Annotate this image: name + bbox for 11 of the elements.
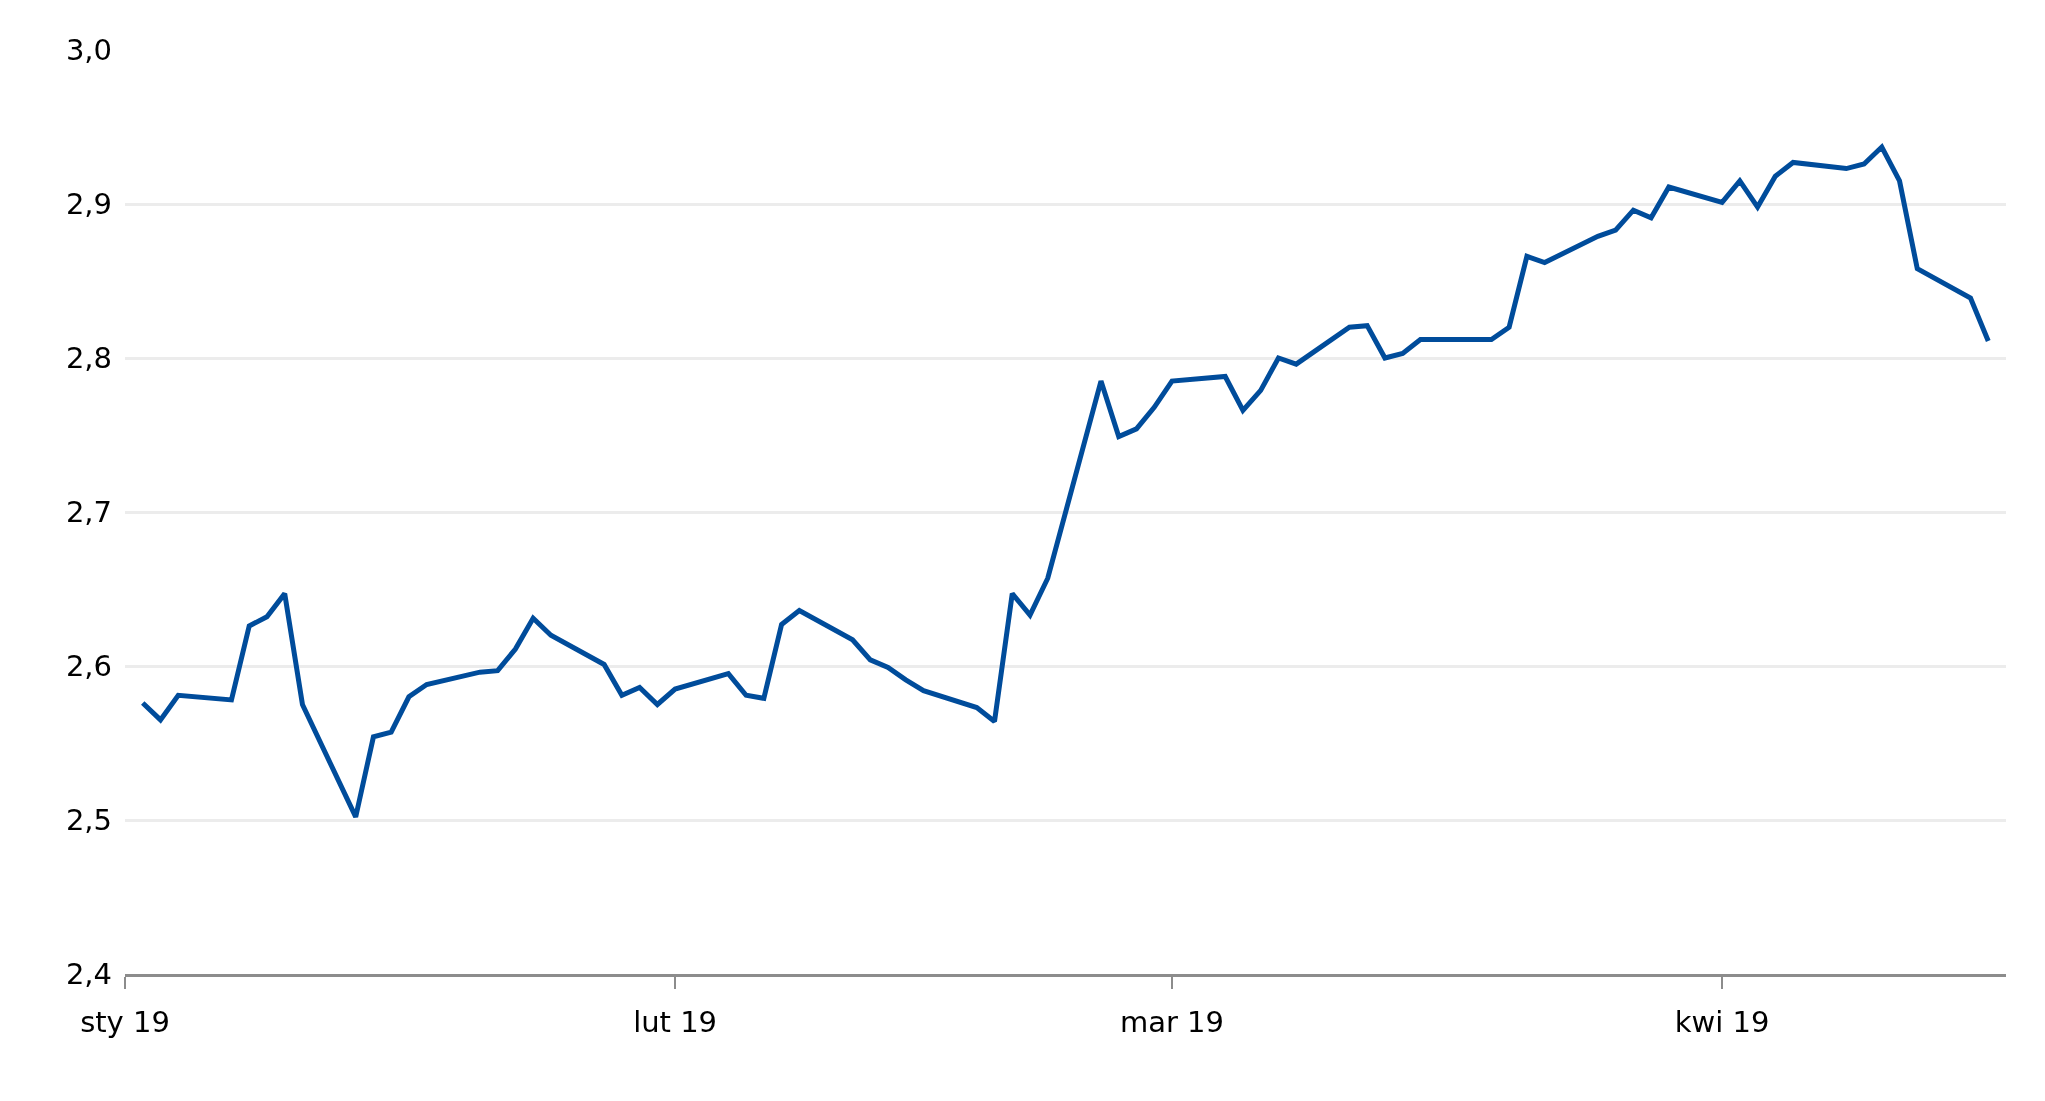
x-tick-label: lut 19 bbox=[633, 1004, 718, 1039]
y-tick-label: 2,6 bbox=[65, 649, 112, 684]
y-tick-label: 3,0 bbox=[65, 33, 112, 68]
x-tick-label: sty 19 bbox=[80, 1004, 170, 1039]
x-tick-label: mar 19 bbox=[1119, 1004, 1225, 1039]
y-tick-label: 2,7 bbox=[65, 495, 112, 530]
y-tick-label: 2,9 bbox=[65, 187, 112, 222]
y-tick-label: 2,5 bbox=[65, 803, 112, 838]
y-tick-label: 2,4 bbox=[65, 957, 112, 992]
x-tick-label: kwi 19 bbox=[1674, 1004, 1770, 1039]
y-tick-label: 2,8 bbox=[65, 341, 112, 376]
